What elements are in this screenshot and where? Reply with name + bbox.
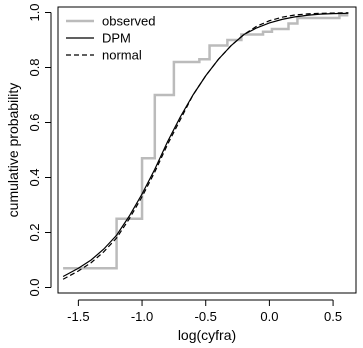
series-layer xyxy=(62,12,349,280)
x-axis: -1.5 -1.0 -0.5 0.0 0.5 xyxy=(67,299,342,324)
plot-box xyxy=(57,6,357,294)
legend-label-normal: normal xyxy=(102,48,142,63)
series-observed-line xyxy=(63,14,349,270)
x-tick-label: -1.0 xyxy=(131,309,153,324)
y-tick-label: 1.0 xyxy=(27,3,42,21)
x-tick-label: -0.5 xyxy=(195,309,217,324)
y-axis: 0.0 0.2 0.4 0.6 0.8 1.0 xyxy=(27,3,52,297)
x-tick-label: 0.0 xyxy=(260,309,278,324)
y-tick-label: 0.6 xyxy=(27,113,42,131)
series-normal-line xyxy=(62,12,349,280)
legend-label-DPM: DPM xyxy=(102,31,131,46)
y-tick-label: 0.8 xyxy=(27,58,42,76)
x-tick-label: 0.5 xyxy=(324,309,342,324)
legend-label-observed: observed xyxy=(102,14,155,29)
legend: observed DPM normal xyxy=(66,14,155,63)
y-axis-label: cumulative probability xyxy=(5,83,21,218)
x-tick-label: -1.5 xyxy=(67,309,89,324)
series-DPM-line xyxy=(62,12,349,278)
y-tick-label: 0.2 xyxy=(27,223,42,241)
y-tick-label: 0.4 xyxy=(27,168,42,186)
x-axis-label: log(cyfra) xyxy=(178,327,236,343)
y-tick-label: 0.0 xyxy=(27,278,42,296)
